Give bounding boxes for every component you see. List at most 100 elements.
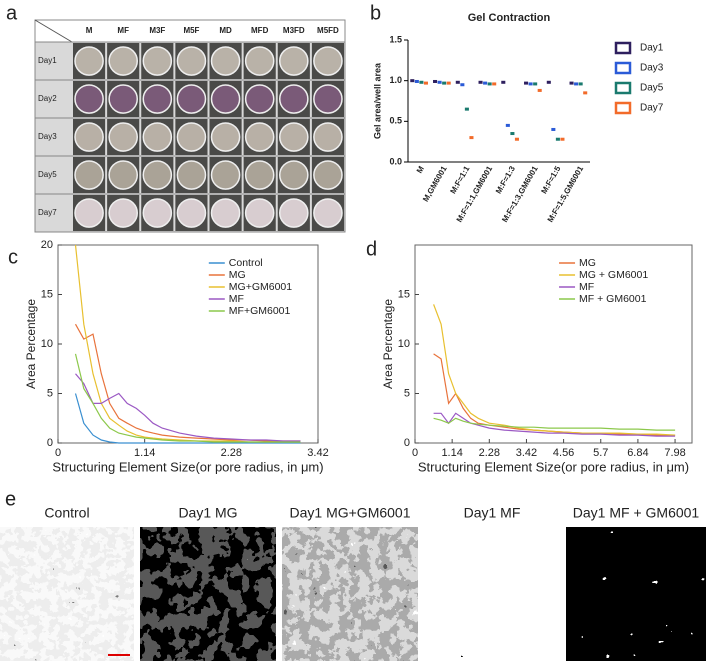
- series-line: [74, 323, 301, 442]
- x-axis-label: Structuring Element Size(or pore radius,…: [418, 459, 689, 474]
- legend-label: MF+GM6001: [229, 305, 291, 317]
- bar: [469, 136, 474, 140]
- bar: [423, 81, 428, 85]
- well: [210, 160, 241, 190]
- bar: [583, 91, 588, 95]
- y-axis-label: Area Percentage: [24, 299, 38, 389]
- y-axis-label: Area Percentage: [381, 299, 395, 389]
- y-tick-label: 15: [41, 288, 53, 300]
- x-tick-label: 0: [412, 447, 418, 459]
- well: [279, 198, 309, 228]
- y-tick-label: 10: [398, 338, 410, 350]
- well: [313, 122, 343, 152]
- legend-label: MG+GM6001: [229, 281, 292, 293]
- well: [74, 84, 104, 114]
- panel-label: a: [6, 2, 18, 24]
- bar: [487, 82, 492, 86]
- row-header: Day3: [38, 132, 57, 141]
- bar: [546, 80, 551, 84]
- x-tick-label: M:F=1:3: [494, 164, 517, 195]
- legend-label: MF: [579, 281, 594, 293]
- column-header: MD: [219, 26, 232, 35]
- bar: [419, 80, 424, 84]
- bar: [551, 127, 556, 131]
- bar: [528, 82, 533, 86]
- series-line: [433, 412, 676, 437]
- well: [210, 84, 241, 114]
- legend-label: MG: [229, 269, 246, 281]
- y-tick-label: 15: [398, 288, 410, 300]
- y-tick-label: 0.5: [389, 116, 402, 126]
- y-tick-label: 0: [47, 437, 53, 449]
- bar: [460, 83, 465, 87]
- legend-label: Day5: [640, 83, 664, 94]
- bar: [555, 137, 560, 141]
- micrographs: Control Day1 MG Day1 MG+GM6001 Day1 MF Day1 …: [0, 505, 706, 661]
- series-line: [433, 304, 676, 436]
- well: [108, 198, 138, 228]
- bar: [446, 81, 451, 85]
- micrograph: [282, 527, 418, 661]
- caption: Day1 MG: [178, 505, 237, 521]
- corner-diagonal: [34, 19, 73, 43]
- x-tick-label: 1.14: [134, 447, 155, 459]
- bar: [442, 81, 447, 85]
- legend-label: Control: [229, 257, 263, 269]
- bar: [483, 81, 488, 85]
- well: [142, 46, 173, 76]
- well: [176, 46, 207, 76]
- series-line: [75, 373, 301, 442]
- well: [142, 160, 173, 190]
- row-header: Day7: [38, 208, 57, 217]
- well: [74, 198, 104, 228]
- chart-title: Gel Contraction: [468, 12, 551, 24]
- well: [176, 122, 207, 152]
- well: [108, 122, 138, 152]
- column-header: M: [86, 26, 93, 35]
- well: [142, 84, 173, 114]
- y-tick-label: 5: [47, 387, 53, 399]
- micrograph: [424, 527, 560, 661]
- x-tick-label: 4.56: [553, 447, 574, 459]
- x-tick-label: 5.7: [593, 447, 608, 459]
- well: [279, 84, 309, 114]
- bar: [433, 79, 438, 83]
- plot-frame: [57, 244, 319, 444]
- well: [176, 198, 207, 228]
- panel-label: d: [366, 238, 377, 260]
- caption: Control: [44, 505, 89, 521]
- row-header: Day2: [38, 94, 57, 103]
- row-header: Day1: [38, 56, 57, 65]
- well: [313, 160, 343, 190]
- legend-swatch: [614, 101, 632, 115]
- micrograph: [140, 527, 276, 661]
- y-tick-label: 1.5: [389, 34, 402, 44]
- x-axis-label: Structuring Element Size(or pore radius,…: [52, 459, 323, 474]
- micrograph: [566, 527, 706, 661]
- bar: [437, 80, 442, 84]
- series-line: [74, 244, 301, 443]
- well: [74, 122, 104, 152]
- well: [142, 122, 173, 152]
- panel-label: e: [5, 488, 16, 510]
- bar: [492, 82, 497, 86]
- well: [210, 46, 241, 76]
- well: [279, 122, 309, 152]
- bar: [455, 80, 460, 84]
- y-tick-label: 5: [404, 387, 410, 399]
- bar: [524, 81, 529, 85]
- well: [244, 122, 275, 152]
- bar: [537, 88, 542, 92]
- bar: [533, 82, 538, 86]
- x-tick-label: 3.42: [516, 447, 537, 459]
- bar: [560, 137, 565, 141]
- row-header: Day5: [38, 170, 57, 179]
- bar: [410, 79, 415, 83]
- well: [313, 84, 343, 114]
- well: [74, 46, 104, 76]
- caption: Day1 MF: [464, 505, 521, 521]
- legend-swatch: [614, 41, 632, 55]
- caption: Day1 MG+GM6001: [290, 505, 411, 521]
